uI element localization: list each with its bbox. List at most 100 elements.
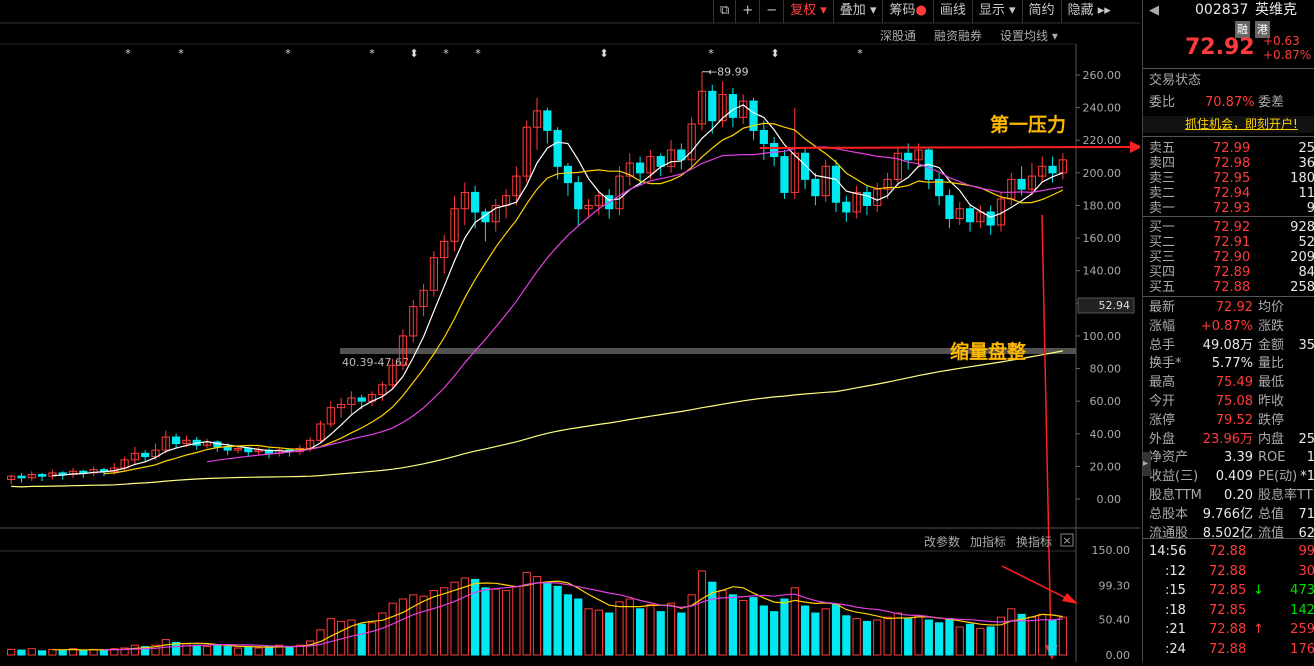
simple-button[interactable]: 简约 — [1021, 0, 1061, 23]
collapse-handle[interactable]: ▸ — [1143, 452, 1151, 476]
stat-row: 总手 49.08万 金额 35 — [1143, 337, 1314, 354]
candle-body — [378, 384, 387, 396]
volume-subbar: 改参数 加指标 换指标 — [924, 533, 1052, 550]
volume-bar — [687, 594, 696, 656]
display-button[interactable]: 显示 ▾ — [971, 0, 1022, 23]
trade-status-row: 交易状态 — [1149, 73, 1202, 88]
candle-body — [996, 198, 1006, 226]
price-tick-label: 260.00 — [1083, 69, 1122, 82]
stat-label-2: ROE — [1258, 450, 1286, 466]
stat-value: 0.20 — [1224, 488, 1253, 503]
draw-line-button[interactable]: 画线 — [932, 0, 972, 23]
volume-bar — [615, 601, 624, 656]
candle-body — [646, 156, 655, 174]
candle-body — [522, 126, 531, 177]
candle-body — [347, 397, 356, 405]
edit-param-link[interactable]: 改参数 — [924, 535, 961, 549]
candle-body — [842, 201, 851, 213]
candle-body — [79, 470, 88, 474]
event-marker-star: * — [443, 47, 449, 60]
stat-label-2: 昨收 — [1258, 394, 1285, 409]
volume-bar — [357, 623, 366, 656]
volume-bar — [718, 590, 727, 656]
kline-chart-svg[interactable]: × 260.00 240.00 220.00 200.00 180.00 160.00 140… — [0, 0, 1142, 662]
volume-bar — [27, 648, 36, 656]
bid-label: 买五 — [1149, 280, 1176, 295]
stat-value: 49.08万 — [1202, 337, 1253, 353]
candle-body — [182, 439, 191, 445]
stat-value: 75.49 — [1215, 375, 1253, 391]
candle-body — [17, 475, 26, 479]
consolidation-band — [340, 348, 1076, 354]
ask-price: 72.95 — [1213, 171, 1251, 186]
ask-label: 卖二 — [1149, 186, 1176, 201]
volume-bar — [893, 612, 902, 656]
candle-body — [935, 178, 944, 197]
back-icon[interactable]: ◀ — [1149, 3, 1159, 18]
stat-row: 涨幅 +0.87% 涨跌 — [1143, 318, 1314, 335]
stat-label-2: 跌停 — [1258, 412, 1285, 428]
price-tick-label: 20.00 — [1090, 460, 1122, 473]
fuquan-button[interactable]: 复权 ▾ — [783, 0, 833, 23]
close-volume-icon — [1060, 533, 1074, 547]
candle-body — [904, 152, 913, 161]
candle-body — [244, 447, 253, 453]
candle-body — [316, 423, 325, 441]
hide-button[interactable]: 隐藏 ▸▸ — [1060, 0, 1117, 23]
volume-bar — [1058, 616, 1067, 656]
add-indicator-link[interactable]: 加指标 — [970, 535, 1007, 549]
stat-row: 今开 75.08 昨收 — [1143, 393, 1314, 410]
candle-body — [172, 436, 181, 445]
tick-price: 72.88 — [1209, 622, 1247, 637]
candle-body — [357, 397, 366, 402]
candle-body — [326, 407, 335, 425]
zoom-in-icon[interactable]: + — [735, 0, 759, 23]
tick-row: :12 72.88 30 — [1143, 563, 1314, 580]
stat-label: 总手 — [1149, 337, 1176, 353]
ma-settings-link[interactable]: 设置均线 ▾ — [1000, 29, 1058, 43]
volume-bar — [244, 646, 253, 656]
zoom-out-icon[interactable]: − — [759, 0, 783, 23]
candle-body — [770, 142, 779, 158]
volume-bar — [945, 618, 954, 656]
volume-bar — [594, 609, 603, 656]
ma20-line — [207, 146, 1063, 463]
kline-chart[interactable]: × 260.00 240.00 220.00 200.00 180.00 160.00 140… — [0, 0, 1142, 662]
volume-bar — [739, 599, 748, 656]
stat-value: 5.77% — [1211, 356, 1253, 372]
event-marker-star: * — [369, 47, 375, 60]
volume-bar — [996, 616, 1006, 656]
change-value: +0.63 — [1263, 34, 1300, 48]
ask-row: 卖四 72.98 36 — [1143, 155, 1314, 172]
candle-body — [708, 90, 717, 122]
volume-bar — [68, 648, 78, 656]
chips-button[interactable]: 筹码● — [882, 0, 932, 23]
margin-link[interactable]: 融资融券 — [934, 29, 983, 43]
tick-volume: 99 — [1298, 544, 1314, 559]
undo-icon[interactable]: ⧉ — [713, 0, 735, 23]
candle-body — [450, 208, 459, 242]
candle-body — [811, 178, 820, 197]
candle-body — [1048, 165, 1057, 174]
stat-row: 收益(三) 0.409 PE(动) *1 — [1143, 468, 1314, 485]
ask-volume: 180 — [1290, 171, 1314, 186]
candle-body — [965, 208, 975, 223]
stat-value-2: 1 — [1307, 449, 1314, 466]
stat-label: 总股本 — [1149, 506, 1189, 522]
candle-body — [914, 149, 923, 161]
tick-row: :18 72.85 142 — [1143, 602, 1314, 619]
ad-banner[interactable]: 抓住机会，即刻开户! — [1143, 116, 1314, 133]
sgt-link[interactable]: 深股通 — [880, 29, 917, 43]
stock-code: 002837 — [1195, 2, 1249, 18]
bid-price: 72.90 — [1213, 250, 1251, 265]
volume-bar — [450, 581, 459, 656]
candle-body — [666, 149, 676, 167]
overlay-button[interactable]: 叠加 ▾ — [832, 0, 883, 23]
bid-volume: 258 — [1290, 280, 1314, 295]
volume-bar — [254, 647, 263, 656]
bid-row: 买三 72.90 209 — [1143, 249, 1314, 266]
volume-tick-label: 50.40 — [1099, 614, 1131, 627]
switch-indicator-link[interactable]: 换指标 — [1016, 535, 1053, 549]
volume-bar — [749, 597, 758, 656]
volume-bar — [7, 648, 16, 656]
